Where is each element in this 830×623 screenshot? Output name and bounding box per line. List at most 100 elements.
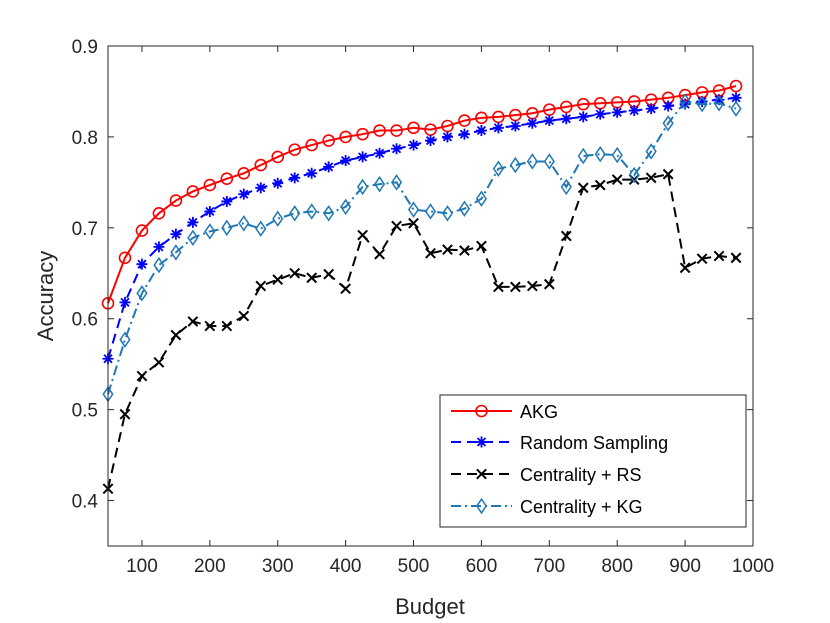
data-point-centrality-rs [543,278,555,290]
data-point-centrality-kg [255,220,267,237]
data-point-centrality-rs [204,320,216,332]
data-point-centrality-rs [255,280,267,292]
data-point-random-sampling [730,92,742,104]
data-point-random-sampling [340,155,352,167]
legend-marker-akg [475,404,488,418]
data-point-random-sampling [391,143,403,155]
data-point-centrality-kg [662,115,674,132]
data-point-akg [169,194,183,207]
x-tick-label: 200 [194,556,226,577]
data-point-centrality-rs [136,370,148,382]
data-point-akg [356,127,369,141]
series-markers-random-sampling [102,92,742,365]
data-point-centrality-kg [340,198,352,216]
data-point-random-sampling [645,103,657,115]
data-point-akg [118,251,132,265]
data-point-centrality-kg [441,205,454,222]
data-point-centrality-kg [628,166,640,184]
data-point-centrality-kg [492,160,504,177]
x-tick-label: 700 [533,556,565,577]
data-point-centrality-rs [594,179,606,191]
data-point-centrality-kg [458,200,471,217]
data-point-akg [254,158,268,172]
data-point-centrality-rs [408,217,419,229]
data-point-centrality-kg [526,153,538,170]
data-point-centrality-rs [170,329,182,341]
data-point-centrality-rs [442,244,453,256]
legend-items [451,404,512,515]
data-point-centrality-kg [594,145,606,163]
data-point-random-sampling [136,258,148,270]
data-point-centrality-rs [611,174,623,186]
data-point-random-sampling [458,128,470,140]
x-tick-label: 500 [398,556,430,577]
data-point-akg [288,143,302,156]
data-point-random-sampling [526,117,538,129]
data-point-random-sampling [594,108,606,120]
data-point-akg [322,134,335,147]
x-axis-title: Budget [395,594,465,619]
y-tick-label: 0.7 [72,219,98,240]
data-point-centrality-rs [662,168,674,180]
series-markers-centrality-rs [102,168,742,495]
data-point-random-sampling [441,131,453,143]
data-point-centrality-kg [187,229,199,247]
data-point-random-sampling [187,216,199,228]
data-point-akg [220,172,234,186]
data-point-random-sampling [696,95,708,107]
data-point-random-sampling [577,111,589,123]
data-point-random-sampling [425,135,436,147]
x-tick-label: 400 [330,556,362,577]
data-point-akg [186,185,200,198]
x-tick-label: 800 [601,556,633,577]
data-point-centrality-rs [374,248,385,260]
legend-label-random-sampling: Random Sampling [520,433,668,453]
data-point-centrality-rs [119,408,131,420]
x-tick-label: 100 [126,556,158,577]
data-point-centrality-rs [272,274,284,286]
data-point-akg [305,138,318,152]
data-point-centrality-rs [306,272,318,284]
data-point-akg [203,178,217,192]
data-point-centrality-kg [357,178,369,196]
data-point-centrality-kg [713,95,725,112]
data-point-centrality-rs [289,267,301,279]
data-point-centrality-kg [560,178,572,196]
data-point-centrality-kg [475,190,488,207]
data-point-centrality-kg [424,203,437,220]
data-point-akg [339,130,352,144]
data-point-akg [271,150,285,164]
data-point-akg [559,100,573,114]
data-point-centrality-kg [373,175,386,193]
data-point-random-sampling [119,296,131,308]
data-point-centrality-rs [391,220,402,232]
y-tick-label: 0.6 [72,310,98,331]
legend: AKG Random Sampling Centrality + RS Cent… [439,394,747,528]
data-point-centrality-rs [713,250,725,262]
data-point-random-sampling [306,167,318,179]
data-point-random-sampling [221,195,233,207]
data-point-random-sampling [679,98,691,110]
data-point-centrality-rs [340,283,352,295]
data-point-centrality-rs [577,182,589,194]
data-point-akg [135,224,149,237]
data-point-random-sampling [255,182,267,194]
data-point-centrality-kg [645,143,657,160]
data-point-random-sampling [560,113,572,125]
data-point-centrality-rs [238,310,250,322]
data-point-centrality-kg [238,215,250,232]
series-layer [101,79,743,495]
data-point-centrality-kg [204,223,216,240]
data-point-centrality-rs [153,356,165,368]
data-point-centrality-rs [459,245,470,256]
data-point-centrality-kg [407,201,420,218]
data-point-akg [152,206,166,220]
series-markers-centrality-kg [102,93,742,403]
data-point-random-sampling [543,115,555,127]
data-point-akg [458,114,471,127]
data-point-akg [407,121,420,135]
ticks-layer: 100 200 300 400 500 600 700 800 900 1000 0.4 0.5 0.6… [72,37,775,577]
y-tick-label: 0.4 [72,492,99,513]
axes-box [107,45,754,547]
